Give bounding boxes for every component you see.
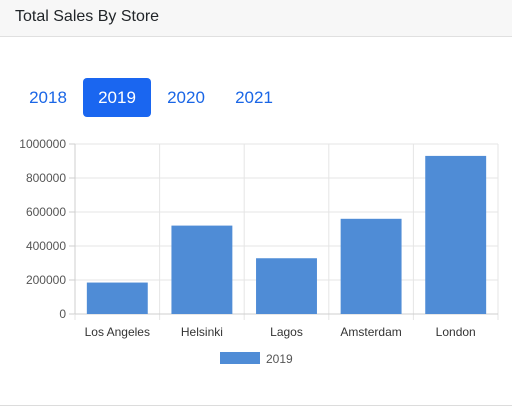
bar-los-angeles[interactable] (86, 282, 148, 314)
bar-amsterdam[interactable] (340, 218, 402, 314)
x-tick-label: London (436, 325, 476, 339)
card-title: Total Sales By Store (15, 8, 160, 25)
y-tick-label: 400000 (26, 239, 66, 253)
y-tick-label: 0 (59, 307, 66, 321)
card-header: Total Sales By Store (0, 0, 512, 37)
bar-london[interactable] (425, 155, 487, 314)
bar-helsinki[interactable] (171, 225, 233, 314)
tab-2019[interactable]: 2019 (83, 78, 151, 117)
tab-2021[interactable]: 2021 (235, 88, 273, 107)
y-tick-label: 1000000 (19, 137, 66, 151)
bar-lagos[interactable] (256, 258, 317, 314)
legend-label[interactable]: 2019 (266, 352, 293, 366)
tab-2018[interactable]: 2018 (29, 88, 67, 107)
y-tick-label: 600000 (26, 205, 66, 219)
sales-bar-chart: 0 200000 400000 600000 800000 1000000 Los Ange… (19, 137, 499, 366)
x-tick-label: Helsinki (181, 325, 223, 339)
tab-2020[interactable]: 2020 (167, 88, 205, 107)
y-tick-label: 800000 (26, 171, 66, 185)
x-tick-label: Lagos (270, 325, 303, 339)
x-tick-label: Los Angeles (85, 325, 150, 339)
legend-swatch[interactable] (220, 352, 260, 364)
bottom-divider (0, 405, 512, 406)
y-tick-label: 200000 (26, 273, 66, 287)
x-tick-label: Amsterdam (340, 325, 401, 339)
